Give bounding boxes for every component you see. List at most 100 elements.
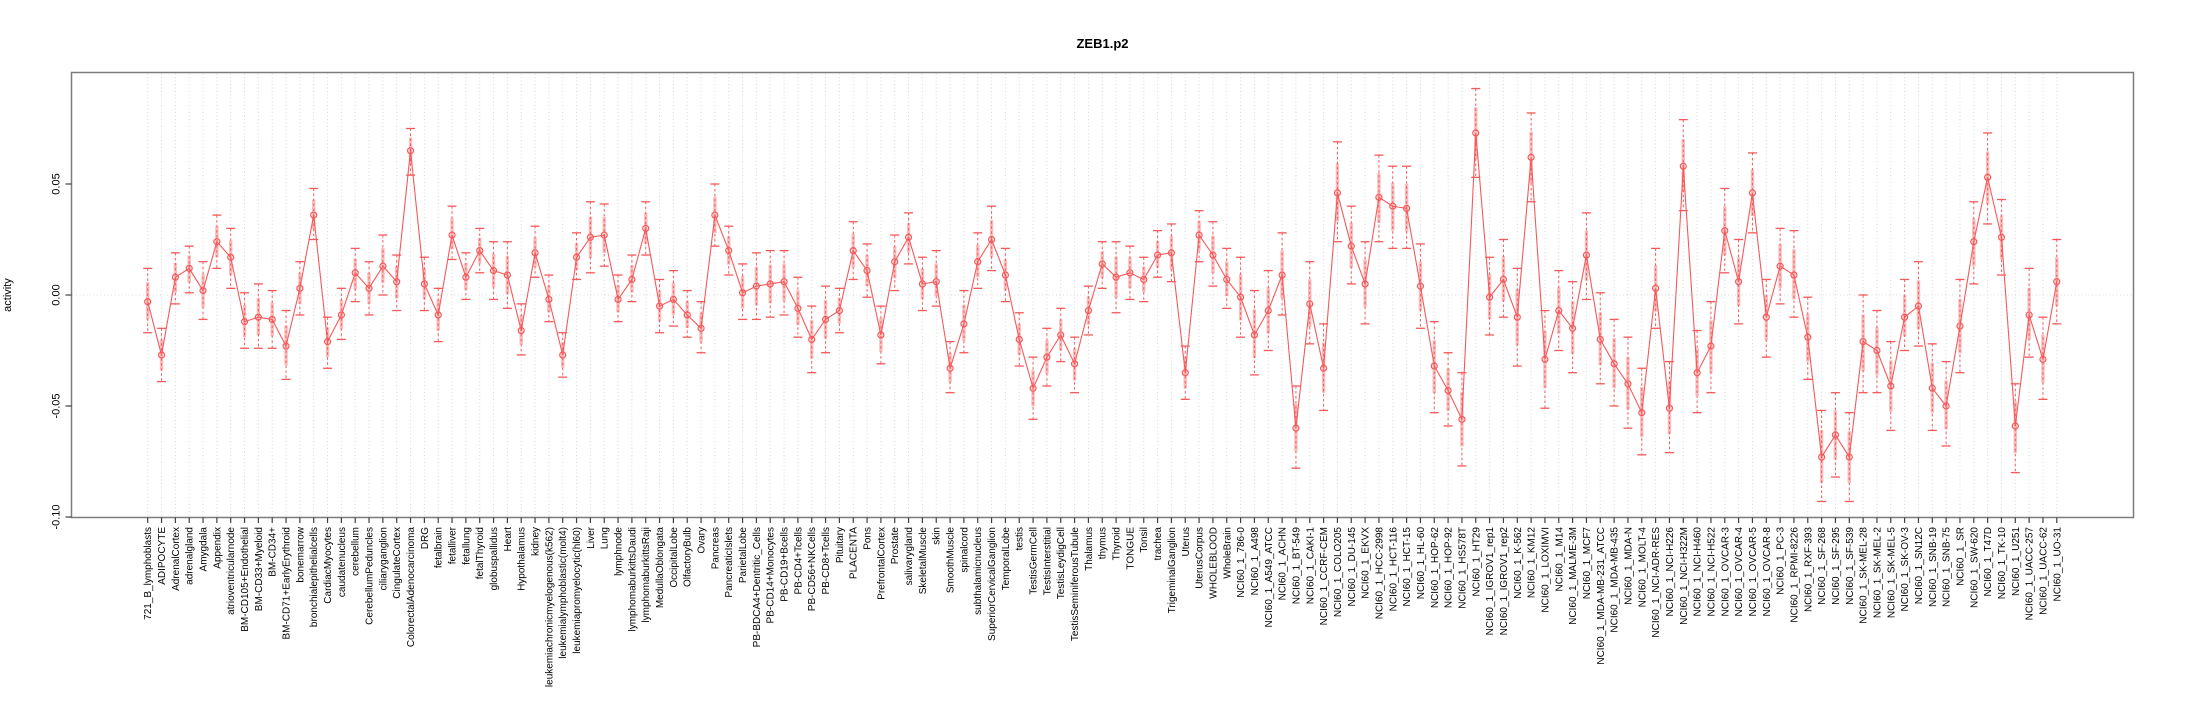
data-point-marker	[1140, 275, 1148, 284]
x-tick-label: NCI60_1_SR	[1955, 527, 1966, 586]
x-tick-label: NCI60_1_NCI-H226	[1665, 527, 1676, 617]
chart-title: ZEB1.p2	[1076, 36, 1129, 51]
x-tick-label: NCI60_1_SF-268	[1817, 527, 1828, 605]
x-tick-label: BM-CD71+EarlyErythroid	[282, 527, 293, 640]
data-point-marker	[1721, 227, 1729, 235]
x-tick-label: leukemiachronicmyelogenous(k562)	[544, 527, 555, 687]
x-tick-label: spinalcord	[959, 527, 970, 573]
x-tick-label: TestisInterstitial	[1042, 527, 1053, 595]
data-point-marker	[1153, 251, 1162, 259]
x-tick-label: NCI60_1_HCC-2998	[1374, 527, 1385, 620]
data-point-marker	[448, 231, 456, 239]
data-point-marker	[1472, 129, 1480, 137]
data-point-marker	[1223, 275, 1231, 284]
data-point-marker	[406, 147, 415, 155]
data-point-marker	[1001, 271, 1010, 279]
x-tick-label: NCI60_1_SW-620	[1969, 527, 1980, 608]
data-point-marker	[1610, 360, 1618, 368]
data-point-marker	[1375, 193, 1383, 201]
data-point-marker	[559, 351, 567, 359]
x-tick-label: NCI60_1_OVCAR-3	[1720, 527, 1731, 617]
x-tick-label: Uterus	[1181, 527, 1192, 556]
y-tick-label: 0.05	[51, 173, 63, 194]
x-tick-label: fetallung	[461, 527, 472, 565]
data-point-marker	[1776, 262, 1784, 270]
data-point-marker	[240, 318, 249, 326]
data-point-marker	[738, 289, 747, 297]
x-tick-label: Pituitary	[835, 527, 846, 563]
data-point-marker	[1748, 189, 1757, 197]
x-tick-label: NCI60_1_UO-31	[2052, 527, 2063, 602]
data-point-marker	[1638, 409, 1646, 417]
data-point-marker	[1887, 382, 1895, 390]
data-point-marker	[1264, 306, 1272, 315]
x-tick-label: NCI60_1_MALME-3M	[1568, 527, 1579, 625]
x-tick-label: TemporalLobe	[1001, 527, 1012, 591]
data-point-marker	[1693, 369, 1701, 377]
x-tick-label: NCI60_1_HS578T	[1457, 527, 1468, 609]
data-point-marker	[213, 238, 221, 246]
data-point-marker	[752, 282, 760, 290]
x-tick-label: NCI60_1_PC-3	[1776, 527, 1787, 595]
data-point-marker	[351, 269, 359, 277]
data-point-marker	[1070, 360, 1079, 368]
data-point-marker	[1458, 415, 1466, 423]
data-point-marker	[379, 262, 387, 270]
x-tick-label: NCI60_1_MOLT-4	[1637, 527, 1648, 608]
x-tick-label: NCI60_1_CAKI-1	[1305, 527, 1316, 605]
y-axis: 0.05 0.00 -0.05 -0.10	[51, 173, 72, 530]
data-point-marker	[337, 311, 345, 319]
data-point-marker	[1389, 202, 1397, 210]
x-tick-label: trachea	[1153, 527, 1164, 561]
x-tick-label: caudatenucleus	[337, 527, 348, 597]
data-point-marker	[1181, 369, 1189, 377]
data-point-marker	[987, 235, 996, 244]
data-point-marker	[171, 273, 179, 281]
data-point-marker	[310, 211, 318, 219]
data-point-marker	[725, 247, 733, 255]
data-point-marker	[1914, 302, 1923, 310]
data-point-marker	[835, 306, 844, 315]
x-tick-label: NCI60_1_OVCAR-8	[1762, 527, 1773, 617]
data-point-marker	[1402, 204, 1411, 213]
data-point-marker	[572, 253, 581, 261]
x-tick-label: NCI60_1_SF-539	[1845, 527, 1856, 605]
x-tick-label: PLACENTA	[849, 527, 860, 579]
data-point-marker	[227, 253, 235, 261]
x-tick-label: NCI60_1_U251	[2011, 527, 2022, 596]
x-tick-label: Pons	[863, 527, 874, 550]
data-point-marker	[1984, 173, 1992, 181]
data-point-marker	[904, 233, 913, 241]
x-tick-label: atrioventricularnode	[226, 527, 237, 615]
data-point-marker	[1416, 282, 1425, 290]
data-point-marker	[614, 295, 622, 304]
data-point-marker	[821, 315, 830, 324]
data-point-marker	[1569, 324, 1577, 332]
data-point-marker	[1624, 380, 1632, 388]
x-tick-label: NCI60_1_NCI-ADR-RES	[1651, 527, 1662, 638]
data-point-marker	[489, 266, 498, 275]
data-point-marker	[1347, 242, 1355, 250]
x-tick-label: NCI60_1_M14	[1554, 527, 1565, 592]
x-tick-label: CingulateCortex	[392, 527, 403, 599]
x-tick-label: NCI60_1_SF-295	[1831, 527, 1842, 605]
x-tick-label: NCI60_1_HT29	[1471, 527, 1482, 597]
data-point-marker	[144, 298, 152, 306]
x-tick-label: NCI60_1_BT-549	[1291, 527, 1302, 605]
data-point-marker	[877, 331, 885, 339]
data-point-marker	[642, 224, 650, 232]
data-point-markers	[144, 129, 2061, 461]
data-point-marker	[655, 302, 664, 310]
x-tick-label: fetalliver	[448, 526, 459, 564]
x-tick-label: ciliaryganglion	[378, 527, 389, 590]
data-point-marker	[1195, 231, 1203, 239]
data-point-marker	[1319, 364, 1328, 372]
x-tick-label: NCI60_1_A549_ATCC	[1264, 527, 1275, 627]
x-tick-label: NCI60_1_K-562	[1513, 527, 1524, 599]
data-point-marker	[1818, 453, 1826, 461]
data-point-marker	[863, 266, 871, 275]
x-tick-label: NCI60_1_NCI-H522	[1706, 527, 1717, 617]
x-tick-label: PancreaticIslets	[724, 527, 735, 598]
data-point-marker	[1541, 355, 1549, 363]
